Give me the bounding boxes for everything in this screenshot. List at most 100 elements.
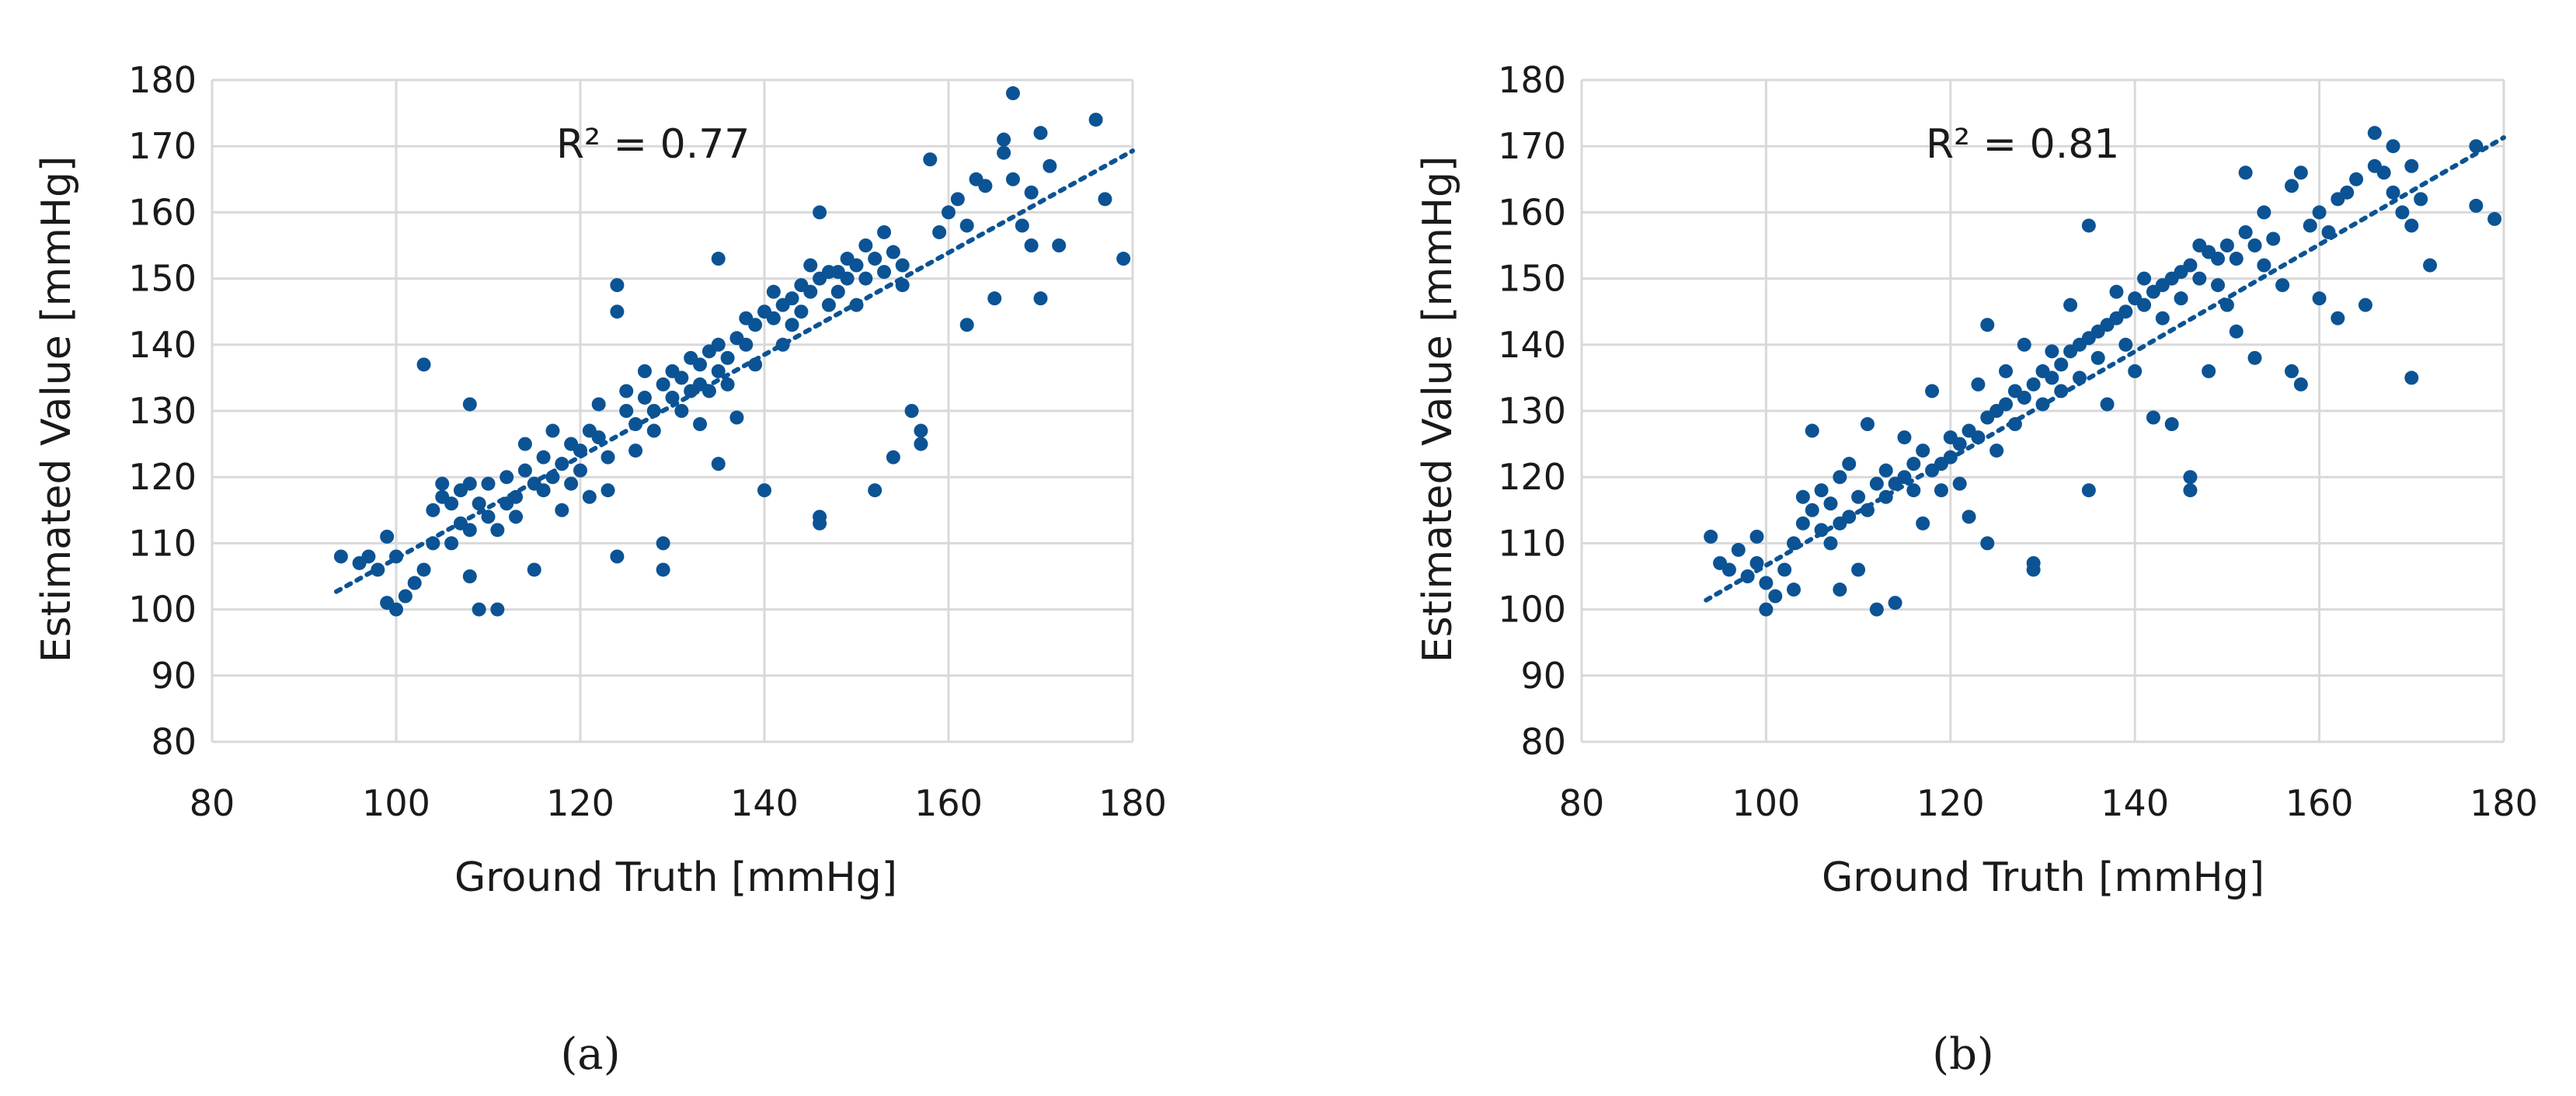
data-point xyxy=(1851,562,1866,577)
data-point xyxy=(462,476,477,491)
data-point xyxy=(959,318,974,332)
data-point xyxy=(1033,126,1048,141)
data-point xyxy=(407,576,422,590)
data-point xyxy=(720,350,735,365)
data-point xyxy=(656,377,670,391)
data-point xyxy=(582,489,597,504)
data-point xyxy=(1999,397,2014,412)
data-point xyxy=(1878,463,1893,478)
data-point xyxy=(610,549,625,564)
y-tick-label: 130 xyxy=(128,390,197,432)
data-point xyxy=(500,470,514,485)
data-point xyxy=(1971,377,1986,391)
y-tick-labels: 80 90 100 110 120 130 140 150 160 170 180 xyxy=(1498,59,1566,763)
data-point xyxy=(830,284,845,299)
data-point xyxy=(2026,377,2041,391)
data-point xyxy=(1024,185,1039,200)
data-point xyxy=(1098,192,1112,207)
data-point xyxy=(2303,218,2317,233)
data-point xyxy=(1971,430,1986,445)
data-point xyxy=(959,218,974,233)
data-point xyxy=(895,258,910,273)
data-point xyxy=(545,423,560,438)
data-point xyxy=(2312,205,2327,220)
data-point xyxy=(2284,364,2299,378)
y-tick-label: 80 xyxy=(1520,721,1566,763)
data-point xyxy=(1740,569,1755,583)
data-point xyxy=(1851,489,1866,504)
data-point xyxy=(858,271,873,286)
data-point xyxy=(1704,529,1718,544)
y-tick-label: 100 xyxy=(1498,589,1566,631)
data-point xyxy=(1842,510,1857,524)
data-point xyxy=(2026,562,2041,577)
x-tick-label: 180 xyxy=(1098,782,1167,824)
x-tick-label: 100 xyxy=(362,782,430,824)
data-point xyxy=(1759,576,1774,590)
data-point xyxy=(877,224,892,239)
data-point xyxy=(757,483,771,498)
data-point xyxy=(2312,291,2327,306)
data-point xyxy=(462,569,477,583)
data-point xyxy=(914,437,928,451)
data-point xyxy=(1999,364,2014,378)
data-point xyxy=(2137,271,2152,286)
data-point xyxy=(950,192,965,207)
panel-label-b: (b) xyxy=(1932,1029,1994,1080)
x-axis-title: Ground Truth [mmHg] xyxy=(1822,854,2264,901)
y-tick-label: 90 xyxy=(151,655,197,697)
data-point xyxy=(1943,450,1958,464)
data-point xyxy=(490,523,505,538)
data-point xyxy=(555,457,569,471)
data-point xyxy=(2183,258,2198,273)
data-point xyxy=(2414,192,2428,207)
data-point xyxy=(1116,252,1131,266)
data-point xyxy=(564,476,579,491)
data-point xyxy=(1897,470,1912,485)
data-point xyxy=(803,284,818,299)
data-point xyxy=(517,463,532,478)
data-point xyxy=(923,152,938,167)
data-point xyxy=(2487,211,2502,226)
data-point xyxy=(868,483,882,498)
x-tick-label: 120 xyxy=(1916,782,1985,824)
data-point xyxy=(1833,583,1847,597)
y-tick-label: 140 xyxy=(128,324,197,366)
y-tick-label: 150 xyxy=(1498,258,1566,300)
data-point xyxy=(2211,278,2226,293)
data-point xyxy=(536,483,551,498)
data-point xyxy=(1980,536,1995,551)
y-tick-labels: 80 90 100 110 120 130 140 150 160 170 180 xyxy=(128,59,197,763)
data-point xyxy=(840,271,855,286)
data-point xyxy=(2321,224,2336,239)
data-point xyxy=(462,523,477,538)
data-point xyxy=(2257,205,2271,220)
data-point xyxy=(1777,562,1792,577)
data-point xyxy=(2054,384,2069,398)
data-point xyxy=(628,444,643,458)
data-point xyxy=(591,430,606,445)
data-point xyxy=(1989,444,2004,458)
y-tick-label: 120 xyxy=(128,456,197,498)
data-point xyxy=(536,450,551,464)
data-point xyxy=(858,238,873,252)
data-point xyxy=(389,549,403,564)
y-tick-label: 180 xyxy=(1498,59,1566,101)
data-point xyxy=(720,377,735,391)
data-point xyxy=(748,318,763,332)
data-point xyxy=(674,404,689,418)
data-point xyxy=(481,510,496,524)
x-tick-labels: 80 100 120 140 160 180 xyxy=(190,782,1167,824)
data-point xyxy=(2100,397,2115,412)
data-point xyxy=(2045,344,2059,359)
data-point xyxy=(637,364,652,378)
x-tick-label: 80 xyxy=(190,782,235,824)
data-point xyxy=(1952,476,1967,491)
data-point xyxy=(573,444,587,458)
trendline-path xyxy=(333,148,1135,594)
data-point xyxy=(1814,483,1829,498)
data-point xyxy=(610,278,625,293)
data-point xyxy=(1795,516,1810,531)
data-point xyxy=(2090,350,2105,365)
